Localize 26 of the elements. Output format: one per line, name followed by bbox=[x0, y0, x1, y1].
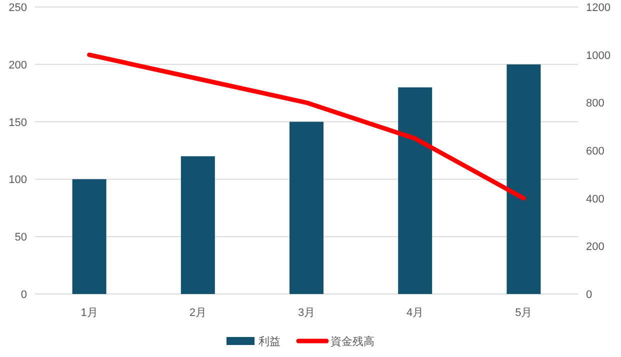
y2-tick-label: 1200 bbox=[586, 2, 610, 14]
bar bbox=[290, 122, 324, 294]
y2-tick-label: 800 bbox=[586, 98, 604, 110]
bar bbox=[398, 87, 432, 294]
y-tick-label: 100 bbox=[8, 174, 27, 186]
x-tick-label: 1月 bbox=[80, 307, 98, 319]
y-tick-label: 250 bbox=[8, 2, 27, 14]
x-tick-label: 2月 bbox=[189, 307, 206, 319]
y2-tick-label: 400 bbox=[586, 193, 604, 206]
x-tick-label: 5月 bbox=[515, 307, 532, 319]
y-tick-label: 200 bbox=[8, 59, 27, 72]
y2-tick-label: 200 bbox=[586, 241, 604, 254]
bar bbox=[506, 64, 541, 294]
bar bbox=[72, 179, 106, 294]
line-series bbox=[87, 52, 526, 201]
y-tick-label: 0 bbox=[20, 289, 27, 301]
bar bbox=[180, 156, 215, 294]
x-tick-label: 3月 bbox=[298, 307, 316, 319]
y-tick-label: 50 bbox=[14, 232, 27, 244]
legend-label: 利益 bbox=[258, 335, 280, 348]
y2-tick-label: 1000 bbox=[586, 50, 610, 62]
y2-tick-label: 600 bbox=[586, 146, 604, 158]
y-tick-label: 150 bbox=[8, 116, 27, 129]
x-tick-label: 4月 bbox=[406, 307, 424, 319]
y2-tick-label: 0 bbox=[586, 289, 592, 301]
legend-label: 資金残高 bbox=[330, 335, 374, 348]
